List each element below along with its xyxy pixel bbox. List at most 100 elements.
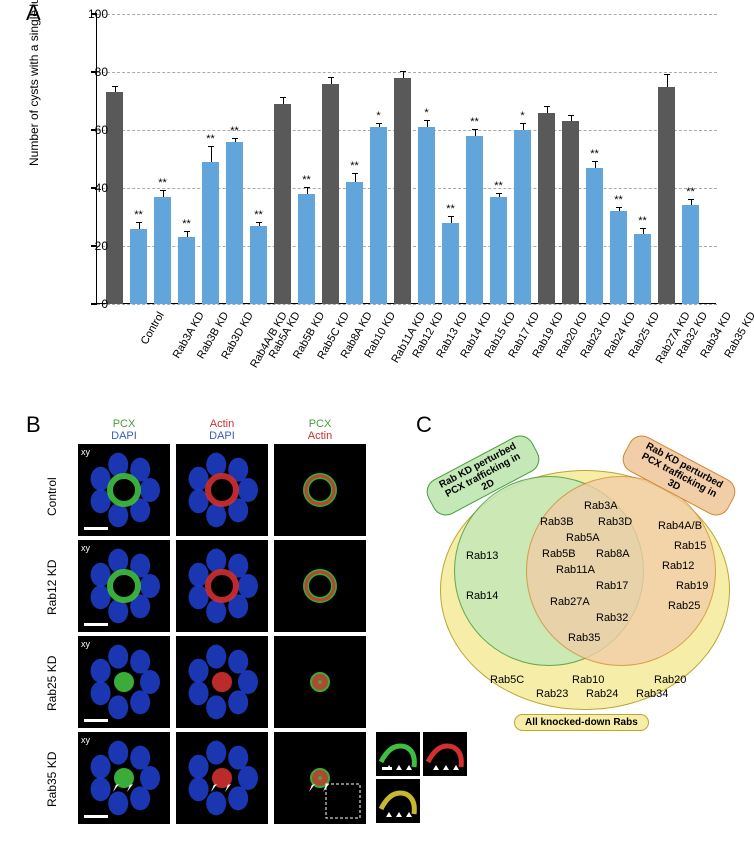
significance-marker: ** [638, 215, 647, 227]
bar [586, 168, 603, 304]
error-bar [211, 147, 212, 162]
venn-item-label: Rab3B [540, 516, 574, 528]
venn-item-label: Rab19 [676, 580, 708, 592]
error-cap [160, 190, 166, 191]
venn-item-label: Rab35 [568, 632, 600, 644]
error-cap [328, 77, 334, 78]
plane-label: xy [81, 639, 90, 649]
error-cap [472, 129, 478, 130]
micro-column-header: PCXActin [274, 418, 366, 442]
error-bar [499, 194, 500, 197]
panel-a-chart: Number of cysts with a single lumen (%) … [38, 4, 736, 376]
venn-item-label: Rab20 [654, 674, 686, 686]
microscopy-image: xy [78, 444, 170, 536]
significance-marker: ** [158, 177, 167, 189]
channel-label: PCX [309, 418, 332, 430]
venn-item-label: Rab13 [466, 550, 498, 562]
error-cap [256, 222, 262, 223]
error-bar [139, 223, 140, 229]
y-tick-label: 80 [78, 65, 108, 79]
microscopy-inset [376, 732, 420, 776]
significance-marker: * [424, 107, 428, 119]
venn-item-label: Rab24 [586, 688, 618, 700]
error-bar [379, 124, 380, 127]
venn-item-label: Rab15 [674, 540, 706, 552]
error-bar [187, 232, 188, 238]
scale-bar [84, 815, 108, 818]
error-cap [280, 97, 286, 98]
error-bar [235, 139, 236, 142]
microscopy-image [176, 732, 268, 824]
scale-bar [84, 719, 108, 722]
bar [682, 205, 699, 304]
y-tick-label: 100 [78, 7, 108, 21]
error-cap [400, 71, 406, 72]
error-cap [544, 106, 550, 107]
error-bar [403, 72, 404, 78]
microscopy-image [176, 540, 268, 632]
microscopy-image [274, 540, 366, 632]
micro-row-label: Rab35 KD [45, 751, 59, 806]
x-tick-label: Control [139, 310, 167, 347]
fluorescence-overlay [176, 732, 268, 824]
error-bar [451, 217, 452, 223]
error-bar [523, 124, 524, 130]
bar [106, 92, 123, 304]
channel-label: Actin [210, 418, 234, 430]
fluorescence-overlay [274, 444, 366, 536]
bar [202, 162, 219, 304]
micro-row-label: Rab25 KD [45, 655, 59, 710]
plane-label: xy [81, 543, 90, 553]
fluorescence-overlay [78, 540, 170, 632]
venn-item-label: Rab5C [490, 674, 524, 686]
bars-container: ********************************* [96, 14, 716, 304]
fluorescence-overlay [274, 636, 366, 728]
bar [562, 121, 579, 304]
fluorescence-overlay [176, 636, 268, 728]
scale-bar [84, 527, 108, 530]
error-cap [136, 222, 142, 223]
y-tick-label: 60 [78, 123, 108, 137]
venn-item-label: Rab12 [662, 560, 694, 572]
error-cap [640, 228, 646, 229]
microscopy-image: xy [78, 636, 170, 728]
error-cap [568, 115, 574, 116]
venn-item-label: Rab4A/B [658, 520, 702, 532]
microscopy-inset [376, 779, 420, 823]
bar [442, 223, 459, 304]
bar [250, 226, 267, 304]
significance-marker: ** [134, 209, 143, 221]
micro-row-label: Rab12 KD [45, 559, 59, 614]
error-cap [376, 123, 382, 124]
error-cap [232, 138, 238, 139]
significance-marker: ** [470, 116, 479, 128]
channel-label: PCX [113, 418, 136, 430]
significance-marker: ** [230, 125, 239, 137]
bar [154, 197, 171, 304]
error-bar [355, 174, 356, 183]
micro-column-header: ActinDAPI [176, 418, 268, 442]
error-cap [448, 216, 454, 217]
bar [178, 237, 195, 304]
bar [130, 229, 147, 304]
venn-item-label: Rab25 [668, 600, 700, 612]
significance-marker: ** [182, 218, 191, 230]
bar [466, 136, 483, 304]
bar [346, 182, 363, 304]
venn-item-label: Rab5B [542, 548, 576, 560]
fluorescence-overlay [176, 540, 268, 632]
venn-item-label: Rab34 [636, 688, 668, 700]
y-axis-label: Number of cysts with a single lumen (%) [27, 0, 41, 166]
bar [658, 87, 675, 305]
venn-item-label: Rab5A [566, 532, 600, 544]
significance-marker: ** [686, 186, 695, 198]
venn-item-label: Rab8A [596, 548, 630, 560]
gridline [97, 304, 717, 305]
error-bar [259, 223, 260, 226]
error-bar [283, 98, 284, 104]
error-bar [475, 130, 476, 136]
scale-bar [382, 767, 392, 770]
significance-marker: ** [302, 174, 311, 186]
error-bar [115, 87, 116, 93]
venn-outer-title: All knocked-down Rabs [514, 714, 649, 731]
